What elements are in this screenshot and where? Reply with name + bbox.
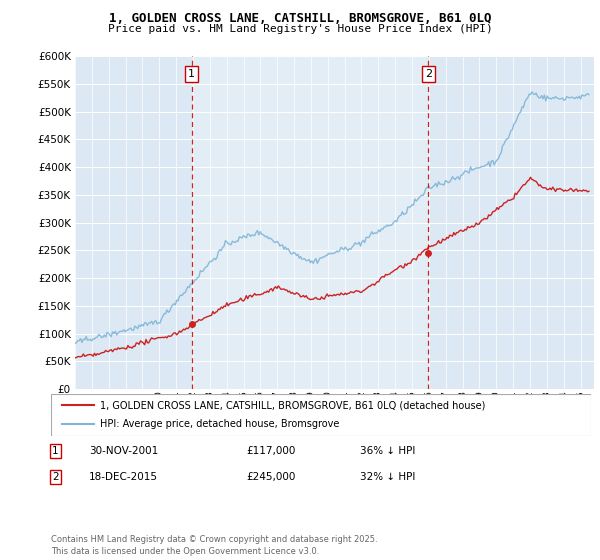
Text: 1: 1 xyxy=(188,69,195,79)
Text: HPI: Average price, detached house, Bromsgrove: HPI: Average price, detached house, Brom… xyxy=(100,419,339,429)
Text: 36% ↓ HPI: 36% ↓ HPI xyxy=(360,446,415,456)
Text: 32% ↓ HPI: 32% ↓ HPI xyxy=(360,472,415,482)
Text: 1, GOLDEN CROSS LANE, CATSHILL, BROMSGROVE, B61 0LQ: 1, GOLDEN CROSS LANE, CATSHILL, BROMSGRO… xyxy=(109,12,491,25)
Text: Contains HM Land Registry data © Crown copyright and database right 2025.
This d: Contains HM Land Registry data © Crown c… xyxy=(51,535,377,556)
Text: 2: 2 xyxy=(425,69,432,79)
Text: 18-DEC-2015: 18-DEC-2015 xyxy=(89,472,158,482)
Text: 1, GOLDEN CROSS LANE, CATSHILL, BROMSGROVE, B61 0LQ (detached house): 1, GOLDEN CROSS LANE, CATSHILL, BROMSGRO… xyxy=(100,400,485,410)
Bar xyxy=(191,56,428,389)
Text: 30-NOV-2001: 30-NOV-2001 xyxy=(89,446,158,456)
Text: Price paid vs. HM Land Registry's House Price Index (HPI): Price paid vs. HM Land Registry's House … xyxy=(107,24,493,34)
Text: £117,000: £117,000 xyxy=(246,446,295,456)
Text: 1: 1 xyxy=(52,446,59,456)
Text: 2: 2 xyxy=(52,472,59,482)
Text: £245,000: £245,000 xyxy=(246,472,295,482)
